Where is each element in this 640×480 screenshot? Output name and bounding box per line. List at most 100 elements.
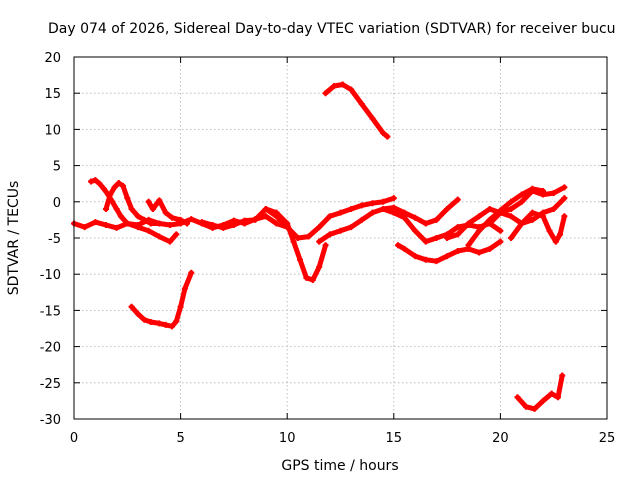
data-point [540, 191, 547, 198]
data-point [100, 185, 107, 192]
data-point [290, 238, 297, 245]
data-point [497, 238, 504, 245]
data-point [348, 86, 355, 93]
data-point [124, 220, 131, 227]
data-point [156, 197, 163, 204]
data-point [316, 224, 323, 231]
data-point [209, 221, 216, 228]
data-point [559, 372, 566, 379]
data-point [177, 216, 184, 223]
x-tick-label: 10 [279, 431, 296, 446]
data-point [401, 209, 408, 216]
x-tick-label: 0 [70, 431, 78, 446]
data-point [561, 184, 568, 191]
data-point [348, 206, 355, 213]
data-point [173, 318, 180, 325]
data-point [384, 133, 391, 140]
data-point [128, 303, 135, 310]
series-line-sat-f [199, 206, 329, 283]
data-point [529, 209, 536, 216]
y-tick-label: -10 [40, 268, 61, 283]
data-point [561, 213, 568, 220]
data-point [113, 206, 120, 213]
data-point [124, 195, 131, 202]
data-point [252, 216, 259, 223]
series-line-sat-p [515, 373, 565, 412]
data-point [380, 130, 387, 137]
data-point [162, 209, 169, 216]
x-axis-label: GPS time / hours [281, 458, 398, 474]
data-point [422, 238, 429, 245]
data-point [369, 115, 376, 122]
data-point [514, 394, 521, 401]
data-point [173, 231, 180, 238]
data-point [337, 209, 344, 216]
data-point [531, 405, 538, 412]
data-series-group [71, 81, 568, 412]
data-point [296, 256, 303, 263]
data-point [422, 256, 429, 263]
data-point [273, 220, 280, 227]
data-point [465, 242, 472, 249]
data-point [316, 238, 323, 245]
data-point [120, 182, 127, 189]
series-line-sat-k [395, 239, 503, 264]
data-point [145, 198, 152, 205]
data-point [486, 206, 493, 213]
data-point [113, 224, 120, 231]
data-point [198, 219, 205, 226]
data-point [169, 323, 176, 330]
data-point [117, 213, 124, 220]
data-point [141, 216, 148, 223]
data-point [380, 206, 387, 213]
data-point [115, 179, 122, 186]
data-point [550, 206, 557, 213]
data-point [476, 213, 483, 220]
data-point [454, 196, 461, 203]
data-point [369, 209, 376, 216]
data-point [141, 316, 148, 323]
data-point [181, 285, 188, 292]
data-point [326, 231, 333, 238]
data-point [454, 231, 461, 238]
data-point [518, 191, 525, 198]
data-point [369, 200, 376, 207]
data-point [540, 397, 547, 404]
data-point [134, 224, 141, 231]
data-point [156, 220, 163, 227]
data-point [331, 82, 338, 89]
data-point [486, 220, 493, 227]
data-point [156, 233, 163, 240]
data-point [166, 221, 173, 228]
data-point [262, 213, 269, 220]
data-point [444, 235, 451, 241]
data-point [273, 213, 280, 220]
data-point [518, 198, 525, 205]
data-point [169, 214, 176, 221]
x-tick-label: 15 [386, 431, 403, 446]
data-point [134, 213, 141, 220]
data-point [220, 224, 227, 231]
data-point [518, 220, 525, 227]
data-point [529, 216, 536, 223]
data-point [554, 394, 561, 401]
data-point [529, 187, 536, 194]
data-point [548, 390, 555, 397]
data-point [162, 321, 169, 328]
data-point [294, 235, 301, 241]
data-point [412, 214, 419, 221]
data-point [188, 216, 195, 223]
y-tick-label: -15 [40, 304, 61, 319]
data-point [522, 403, 529, 410]
data-point [284, 224, 291, 231]
plot-frame [73, 56, 608, 420]
data-point [88, 178, 95, 185]
data-point [107, 191, 114, 198]
data-point [454, 224, 461, 231]
data-point [454, 248, 461, 255]
data-point [401, 245, 408, 252]
data-point [322, 90, 329, 97]
y-tick-label: 20 [44, 51, 61, 66]
y-tick-label: 15 [44, 87, 61, 102]
